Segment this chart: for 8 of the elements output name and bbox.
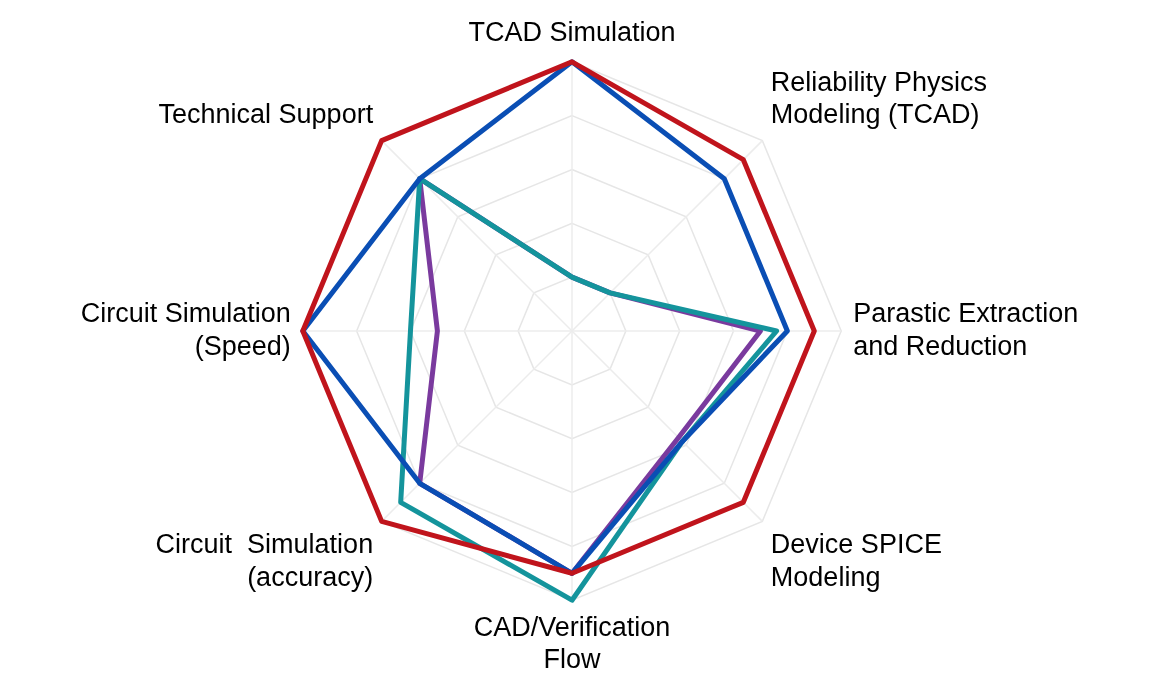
spoke-label: Circuit Simulation (Speed) [80, 298, 291, 361]
spoke-label: Reliability Physics Modeling (TCAD) [770, 67, 987, 130]
spoke-label: Technical Support [158, 99, 374, 130]
spoke-label: TCAD Simulation [468, 17, 676, 48]
spoke-label: Circuit Simulation (accuracy) [155, 529, 374, 592]
spoke-label: Device SPICE Modeling [770, 529, 942, 592]
spoke-label: Parastic Extraction and Reduction [853, 298, 1079, 361]
spoke-label: CAD/Verification Flow [473, 611, 671, 675]
